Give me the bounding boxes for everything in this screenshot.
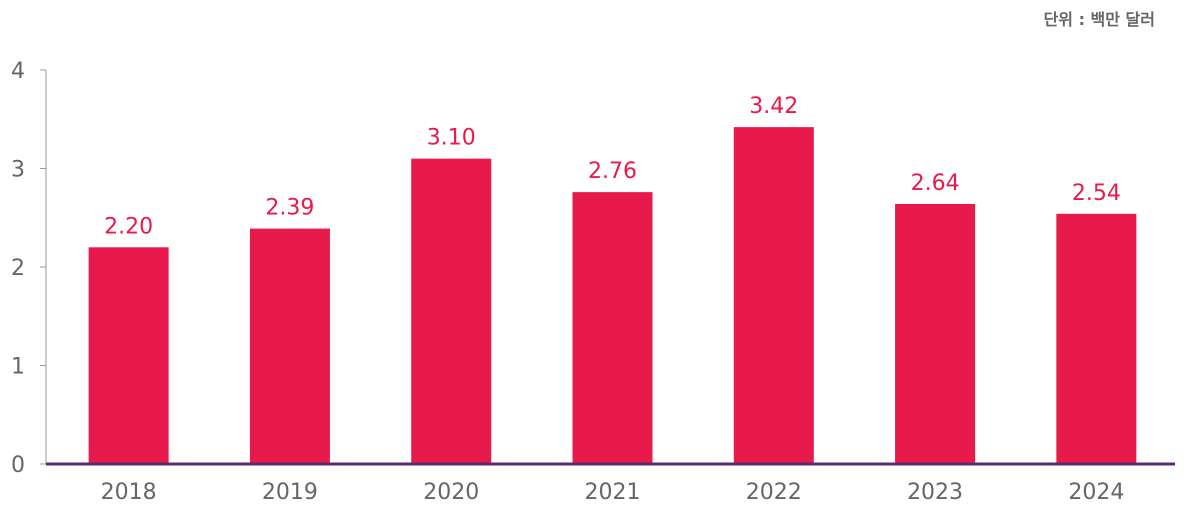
value-labels: 2.20 2.39 3.10 2.76 3.42 2.64 2.54: [104, 94, 1121, 239]
value-label-2021: 2.76: [588, 159, 637, 184]
bar-2018: [88, 247, 169, 464]
value-label-2019: 2.39: [265, 196, 314, 221]
x-tick-label-2021: 2021: [585, 480, 641, 505]
bar-2020: [411, 158, 492, 464]
value-label-2023: 2.64: [911, 171, 960, 196]
y-tick-label: 0: [11, 453, 25, 478]
x-tick-label-2020: 2020: [423, 480, 479, 505]
x-tick-label-2023: 2023: [907, 480, 963, 505]
value-label-2022: 3.42: [749, 94, 798, 119]
bars: [88, 127, 1137, 464]
bar-2019: [249, 228, 330, 464]
y-tick-label: 3: [11, 158, 25, 183]
bar-2021: [572, 192, 653, 464]
y-tick-label: 2: [11, 256, 25, 281]
x-tick-label-2019: 2019: [262, 480, 318, 505]
value-label-2024: 2.54: [1072, 181, 1121, 206]
x-tick-label-2022: 2022: [746, 480, 802, 505]
y-tick-label: 1: [11, 355, 25, 380]
value-label-2020: 3.10: [427, 126, 476, 151]
bar-2023: [895, 203, 976, 464]
x-tick-label-2018: 2018: [101, 480, 157, 505]
unit-label: 단위 : 백만 달러: [1043, 10, 1155, 29]
y-tick-label: 4: [11, 59, 25, 84]
x-tick-label-2024: 2024: [1068, 480, 1124, 505]
x-axis: 2018 2019 2020 2021 2022 2023 2024: [46, 462, 1175, 505]
y-axis: 0 1 2 3 4: [11, 59, 47, 478]
bar-2022: [733, 127, 814, 464]
value-label-2018: 2.20: [104, 214, 153, 239]
bar-2024: [1056, 213, 1137, 464]
